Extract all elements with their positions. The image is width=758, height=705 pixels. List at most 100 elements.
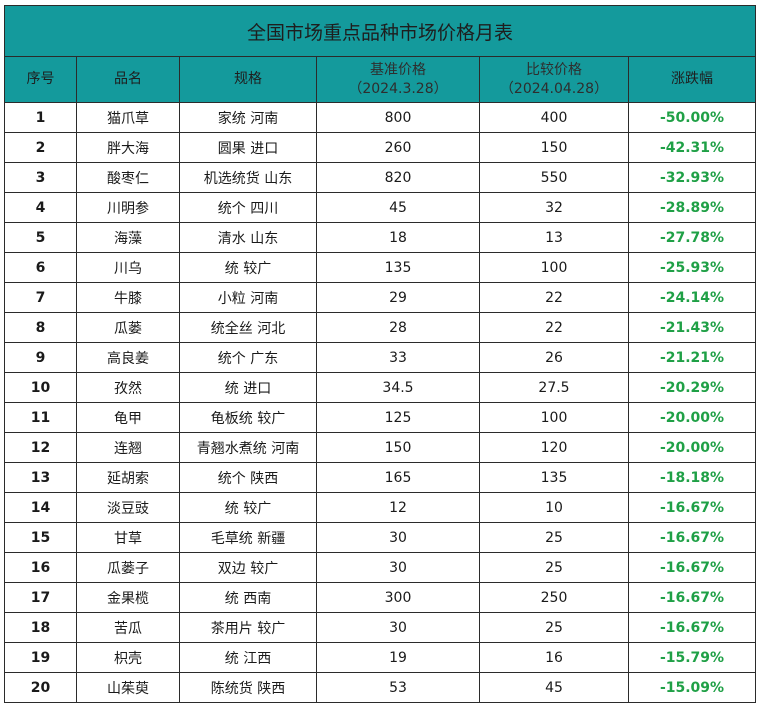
cell-base-price: 12 [316, 492, 480, 523]
cell-change: -16.67% [627, 582, 757, 613]
cell-seq: 12 [4, 432, 77, 463]
cell-change: -21.43% [627, 312, 757, 343]
cell-base-price: 30 [316, 552, 480, 583]
table-row: 18 苦瓜 茶用片 较广 30 25 -16.67% [4, 612, 757, 643]
cell-change: -18.18% [627, 462, 757, 493]
cell-change: -27.78% [627, 222, 757, 253]
cell-spec: 统 进口 [179, 372, 317, 403]
cell-base-price: 19 [316, 642, 480, 673]
cell-compare-price: 250 [479, 582, 629, 613]
cell-base-price: 260 [316, 132, 480, 163]
cell-seq: 17 [4, 582, 77, 613]
cell-name: 猫爪草 [76, 102, 180, 133]
table-row: 1 猫爪草 家统 河南 800 400 -50.00% [4, 102, 757, 133]
table-body: 1 猫爪草 家统 河南 800 400 -50.00% 2 胖大海 圆果 进口 260 150 -4… [4, 102, 757, 703]
header-row: 序号 品名 规格 基准价格 （2024.3.28） 比较价格 （2024.04.… [4, 56, 757, 103]
cell-seq: 9 [4, 342, 77, 373]
cell-change: -28.89% [627, 192, 757, 223]
table-row: 20 山茱萸 陈统货 陕西 53 45 -15.09% [4, 672, 757, 703]
cell-compare-price: 16 [479, 642, 629, 673]
cell-change: -15.79% [627, 642, 757, 673]
cell-seq: 8 [4, 312, 77, 343]
table-row: 16 瓜蒌子 双边 较广 30 25 -16.67% [4, 552, 757, 583]
table-row: 19 枳壳统 江西 19 16 -15.79% [4, 642, 757, 673]
cell-compare-price: 25 [479, 522, 629, 553]
cell-spec: 茶用片 较广 [179, 612, 317, 643]
cell-seq: 11 [4, 402, 77, 433]
table-row: 9 高良姜 统个 广东 33 26 -21.21% [4, 342, 757, 373]
cell-name: 酸枣仁 [76, 162, 180, 193]
cell-base-price: 30 [316, 612, 480, 643]
cell-seq: 19 [4, 642, 77, 673]
cell-spec: 青翘水煮统 河南 [179, 432, 317, 463]
cell-change: -20.00% [627, 432, 757, 463]
cell-seq: 5 [4, 222, 77, 253]
cell-base-price: 800 [316, 102, 480, 133]
cell-change: -16.67% [627, 552, 757, 583]
cell-compare-price: 10 [479, 492, 629, 523]
table-row: 3 酸枣仁 机选统货 山东 820 550 -32.93% [4, 162, 757, 193]
cell-seq: 7 [4, 282, 77, 313]
cell-name: 延胡索 [76, 462, 180, 493]
cell-spec: 小粒 河南 [179, 282, 317, 313]
cell-change: -16.67% [627, 522, 757, 553]
cell-seq: 14 [4, 492, 77, 523]
cell-spec: 龟板统 较广 [179, 402, 317, 433]
cell-spec: 圆果 进口 [179, 132, 317, 163]
cell-name: 山茱萸 [76, 672, 180, 703]
table-row: 6 川乌统 较广 135 100 -25.93% [4, 252, 757, 283]
cell-name: 川乌 [76, 252, 180, 283]
cell-name: 金果榄 [76, 582, 180, 613]
cell-spec: 统 西南 [179, 582, 317, 613]
cell-seq: 6 [4, 252, 77, 283]
cell-name: 高良姜 [76, 342, 180, 373]
table-row: 5 海藻 清水 山东 18 13 -27.78% [4, 222, 757, 253]
cell-compare-price: 26 [479, 342, 629, 373]
cell-name: 甘草 [76, 522, 180, 553]
cell-seq: 1 [4, 102, 77, 133]
cell-spec: 统个 广东 [179, 342, 317, 373]
cell-base-price: 53 [316, 672, 480, 703]
cell-base-price: 18 [316, 222, 480, 253]
cell-name: 连翘 [76, 432, 180, 463]
header-base-price: 基准价格 （2024.3.28） [316, 56, 480, 103]
table-row: 8 瓜蒌 统全丝 河北 28 22 -21.43% [4, 312, 757, 343]
table-row: 12 连翘 青翘水煮统 河南 150 120 -20.00% [4, 432, 757, 463]
table-row: 10 孜然统 进口 34.5 27.5 -20.29% [4, 372, 757, 403]
cell-compare-price: 45 [479, 672, 629, 703]
cell-base-price: 29 [316, 282, 480, 313]
cell-change: -32.93% [627, 162, 757, 193]
header-compare-date: （2024.04.28） [499, 80, 609, 97]
cell-spec: 统 较广 [179, 492, 317, 523]
cell-base-price: 34.5 [316, 372, 480, 403]
cell-compare-price: 25 [479, 612, 629, 643]
cell-spec: 统个 陕西 [179, 462, 317, 493]
cell-change: -20.00% [627, 402, 757, 433]
cell-compare-price: 22 [479, 282, 629, 313]
cell-change: -20.29% [627, 372, 757, 403]
header-base-date: （2024.3.28） [348, 80, 448, 97]
cell-change: -42.31% [627, 132, 757, 163]
cell-compare-price: 27.5 [479, 372, 629, 403]
table-row: 11 龟甲 龟板统 较广 125 100 -20.00% [4, 402, 757, 433]
cell-compare-price: 400 [479, 102, 629, 133]
cell-spec: 陈统货 陕西 [179, 672, 317, 703]
cell-compare-price: 22 [479, 312, 629, 343]
cell-seq: 10 [4, 372, 77, 403]
cell-name: 瓜蒌子 [76, 552, 180, 583]
cell-compare-price: 100 [479, 252, 629, 283]
cell-seq: 18 [4, 612, 77, 643]
cell-compare-price: 150 [479, 132, 629, 163]
header-spec: 规格 [179, 56, 317, 103]
cell-spec: 毛草统 新疆 [179, 522, 317, 553]
table-row: 4 川明参 统个 四川 45 32 -28.89% [4, 192, 757, 223]
header-change: 涨跌幅 [627, 56, 757, 103]
cell-spec: 清水 山东 [179, 222, 317, 253]
cell-seq: 15 [4, 522, 77, 553]
cell-name: 枳壳 [76, 642, 180, 673]
header-name: 品名 [76, 56, 180, 103]
header-compare-price: 比较价格 （2024.04.28） [479, 56, 629, 103]
cell-seq: 16 [4, 552, 77, 583]
table-row: 15 甘草 毛草统 新疆 30 25 -16.67% [4, 522, 757, 553]
cell-name: 胖大海 [76, 132, 180, 163]
